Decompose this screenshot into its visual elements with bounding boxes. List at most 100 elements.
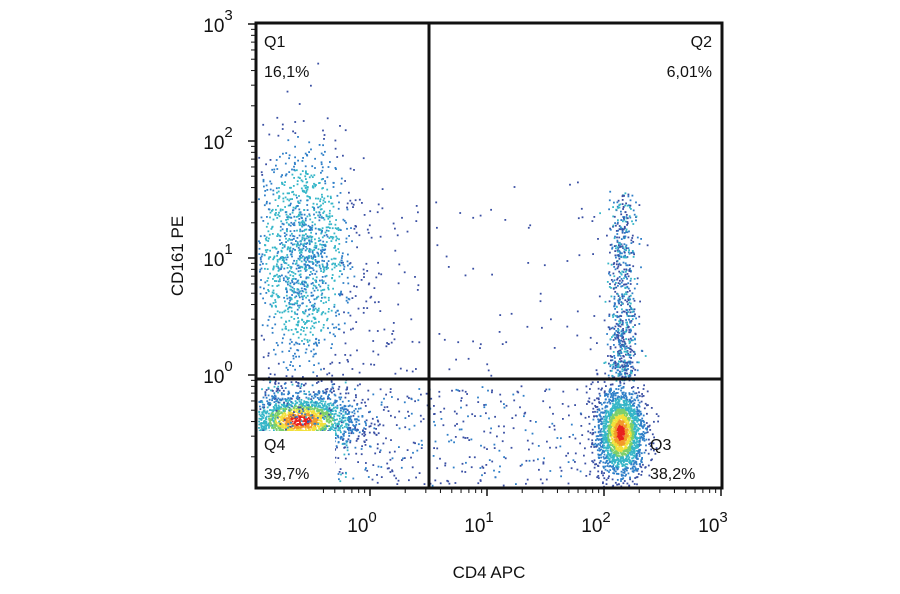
event-point	[321, 256, 324, 259]
event-point	[627, 422, 629, 425]
event-point	[382, 424, 385, 427]
event-point	[597, 426, 600, 428]
event-point	[314, 422, 317, 425]
event-point	[290, 361, 292, 363]
event-point	[300, 416, 302, 418]
event-point	[278, 389, 281, 392]
event-point	[320, 416, 323, 419]
event-point	[291, 232, 293, 235]
event-point	[308, 344, 310, 347]
event-point	[298, 249, 301, 252]
event-point	[335, 326, 338, 329]
event-point	[370, 422, 373, 425]
event-point	[605, 449, 607, 452]
event-point	[277, 409, 280, 412]
event-point	[320, 215, 323, 218]
event-point	[286, 291, 288, 294]
event-point	[643, 384, 645, 387]
event-point	[336, 228, 338, 230]
event-point	[331, 237, 334, 240]
event-point	[277, 391, 279, 394]
event-point	[620, 387, 623, 390]
event-point	[271, 418, 274, 421]
event-point	[297, 384, 300, 387]
event-point	[293, 230, 296, 232]
event-point	[616, 464, 619, 467]
event-point	[270, 422, 272, 425]
event-point	[641, 419, 644, 422]
event-point	[284, 256, 287, 259]
event-point	[277, 397, 280, 400]
event-point	[289, 250, 291, 252]
event-point	[299, 422, 301, 425]
event-point	[636, 469, 638, 472]
event-point	[298, 274, 301, 277]
event-point	[334, 399, 337, 402]
event-point	[275, 293, 278, 296]
event-point	[301, 234, 304, 237]
event-point	[597, 435, 599, 437]
event-point	[613, 429, 615, 431]
event-point	[330, 404, 333, 407]
event-point	[310, 294, 313, 297]
event-point	[601, 449, 604, 452]
event-point	[325, 266, 328, 269]
event-point	[294, 302, 297, 305]
event-point	[271, 425, 274, 428]
event-point	[278, 420, 281, 423]
event-point	[317, 255, 320, 258]
event-point	[278, 311, 281, 314]
event-point	[363, 276, 365, 278]
event-point	[311, 325, 314, 328]
event-point	[344, 381, 347, 384]
event-point	[304, 270, 307, 272]
event-point	[622, 427, 625, 429]
event-point	[290, 414, 292, 417]
event-point	[295, 169, 298, 172]
event-point	[332, 236, 335, 239]
event-point	[312, 306, 315, 308]
event-point	[300, 404, 303, 407]
event-point	[619, 442, 621, 444]
event-point	[304, 309, 307, 312]
event-point	[280, 416, 282, 419]
event-point	[263, 425, 265, 428]
event-point	[600, 388, 603, 391]
event-point	[325, 268, 328, 271]
event-point	[619, 441, 621, 443]
event-point	[323, 197, 326, 200]
event-point	[590, 445, 593, 448]
event-point	[291, 294, 293, 296]
event-point	[284, 412, 287, 415]
event-point	[313, 289, 316, 292]
event-point	[269, 249, 271, 252]
event-point	[302, 220, 304, 223]
event-point	[334, 227, 337, 230]
event-point	[304, 408, 307, 411]
event-point	[310, 304, 313, 307]
event-point	[620, 405, 622, 407]
event-point	[597, 397, 600, 400]
event-point	[625, 456, 628, 459]
event-point	[639, 424, 641, 427]
event-point	[356, 349, 358, 352]
event-point	[277, 404, 280, 407]
event-point	[342, 261, 344, 264]
event-point	[305, 190, 308, 193]
event-point	[629, 417, 631, 419]
event-point	[633, 409, 635, 412]
event-point	[262, 409, 265, 412]
event-point	[300, 399, 303, 401]
event-point	[363, 427, 365, 430]
event-point	[340, 257, 343, 259]
event-point	[277, 417, 280, 420]
event-point	[322, 129, 324, 132]
event-point	[334, 427, 337, 430]
event-point	[635, 406, 638, 409]
event-point	[626, 424, 629, 427]
event-point	[280, 220, 283, 223]
event-point	[622, 477, 625, 480]
event-point	[308, 313, 311, 316]
event-point	[628, 412, 631, 415]
event-point	[299, 304, 301, 307]
